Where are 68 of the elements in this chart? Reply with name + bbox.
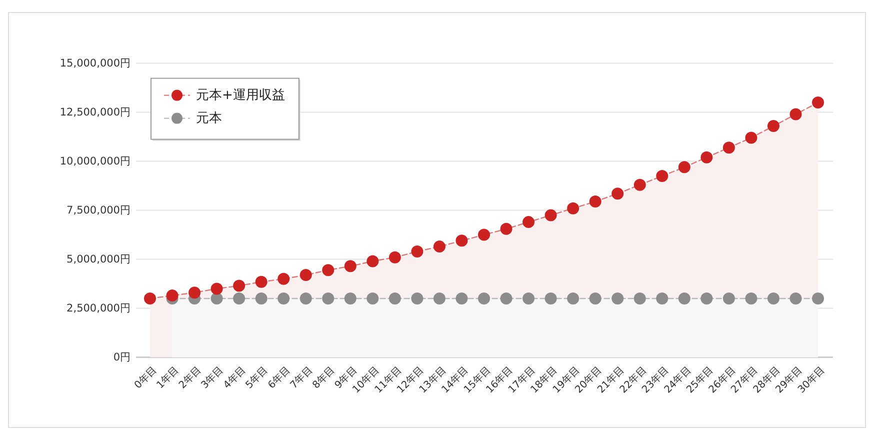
point	[433, 240, 446, 253]
y-tick-label: 5,000,000円	[66, 253, 131, 266]
point	[456, 234, 468, 247]
point	[612, 292, 624, 304]
point	[790, 108, 802, 120]
point	[500, 222, 512, 235]
point	[522, 216, 535, 228]
point	[411, 292, 424, 304]
point	[233, 280, 246, 292]
legend-label: 元本	[196, 110, 222, 126]
point	[210, 282, 223, 295]
point	[700, 292, 713, 304]
point	[344, 292, 356, 304]
y-tick-label: 0円	[113, 351, 131, 364]
point	[589, 195, 602, 208]
legend-label: 元本+運用収益	[196, 88, 285, 103]
point	[411, 245, 424, 258]
point	[700, 151, 713, 164]
point	[478, 228, 490, 241]
point	[278, 272, 290, 285]
point	[344, 260, 356, 272]
point	[567, 202, 580, 214]
point	[300, 292, 312, 304]
point	[278, 292, 290, 304]
point	[722, 142, 735, 154]
point	[456, 292, 468, 304]
point	[678, 161, 690, 174]
point	[745, 132, 758, 144]
point	[322, 292, 334, 304]
point	[233, 292, 246, 304]
point	[544, 292, 557, 304]
point	[722, 292, 735, 304]
point	[255, 292, 268, 304]
point	[634, 292, 646, 304]
y-tick-label: 12,500,000円	[60, 106, 131, 118]
point	[144, 292, 156, 304]
point	[300, 268, 312, 281]
point	[166, 290, 178, 302]
point	[544, 209, 557, 222]
point	[767, 292, 780, 304]
point	[366, 292, 379, 304]
y-tick-label: 10,000,000円	[60, 155, 131, 168]
point	[745, 292, 758, 304]
point	[522, 292, 535, 304]
point	[812, 292, 824, 304]
point	[210, 292, 223, 304]
point	[478, 292, 490, 304]
point	[656, 170, 668, 182]
point	[678, 292, 690, 304]
point	[812, 96, 824, 108]
y-tick-label: 2,500,000円	[66, 302, 131, 314]
point	[634, 178, 646, 191]
y-tick-label: 7,500,000円	[66, 204, 131, 216]
point	[388, 251, 401, 264]
point	[567, 292, 580, 304]
point	[188, 286, 201, 299]
point	[388, 292, 401, 304]
point	[612, 188, 624, 200]
point	[589, 292, 602, 304]
y-tick-label: 15,000,000円	[60, 57, 131, 70]
point	[366, 255, 379, 268]
point	[322, 264, 334, 276]
point	[500, 292, 512, 304]
point	[656, 292, 668, 304]
point	[255, 276, 268, 288]
point	[433, 292, 446, 304]
point	[790, 292, 802, 304]
point	[767, 120, 780, 132]
